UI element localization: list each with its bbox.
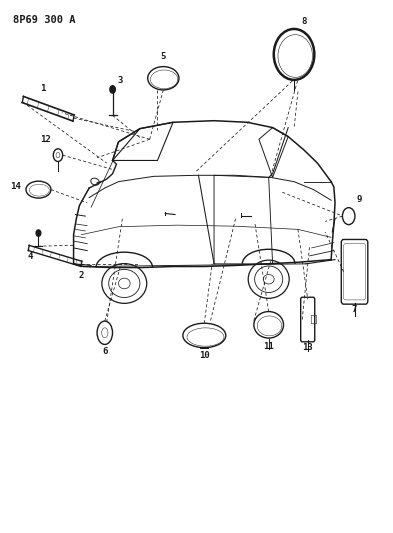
Text: 8P69 300 A: 8P69 300 A	[13, 14, 75, 25]
Text: 6: 6	[102, 347, 107, 356]
Text: 12: 12	[40, 135, 51, 144]
Text: 14: 14	[11, 182, 21, 191]
Text: 1: 1	[40, 84, 45, 93]
Text: 11: 11	[263, 342, 274, 351]
Text: 10: 10	[199, 351, 210, 360]
Text: 2: 2	[79, 271, 84, 280]
Circle shape	[110, 86, 115, 93]
Text: 3: 3	[118, 76, 123, 85]
Text: 9: 9	[357, 195, 362, 204]
Text: 8: 8	[301, 17, 307, 26]
Text: 5: 5	[161, 52, 166, 61]
Circle shape	[36, 230, 41, 236]
Text: 13: 13	[302, 343, 313, 352]
Text: 4: 4	[27, 252, 33, 261]
Text: 7: 7	[352, 305, 357, 314]
